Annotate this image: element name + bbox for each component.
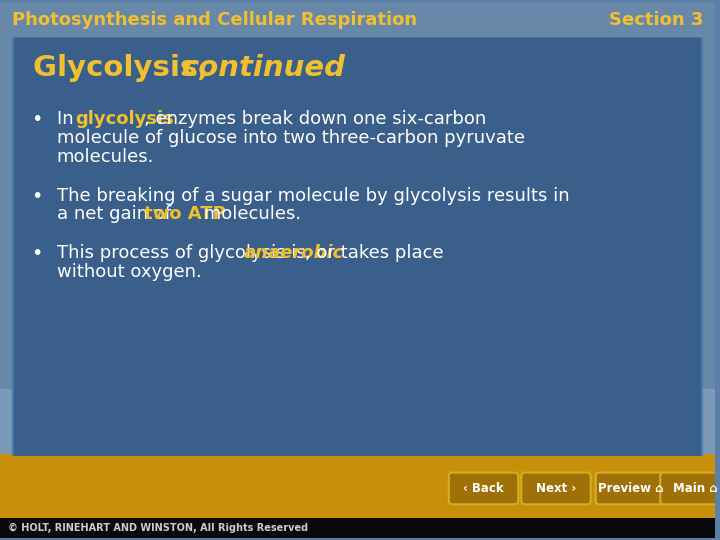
Text: Section 3: Section 3 [608,11,703,29]
Text: •: • [31,187,42,206]
Bar [0,518,715,538]
Text: Main ⌂: Main ⌂ [672,482,717,495]
FancyBboxPatch shape [13,37,702,458]
Bar [0,456,715,518]
Text: without oxygen.: without oxygen. [57,263,202,281]
Text: Preview ⌂: Preview ⌂ [598,482,663,495]
Bar [0,518,715,538]
Text: In: In [57,110,79,128]
Text: •: • [31,244,42,263]
Text: •: • [31,110,42,129]
Text: two ATP: two ATP [144,205,226,224]
Bar [0,2,715,37]
Text: molecule of glucose into two three-carbon pyruvate: molecule of glucose into two three-carbo… [57,129,525,147]
Text: continued: continued [181,55,346,83]
FancyBboxPatch shape [449,472,518,504]
FancyBboxPatch shape [660,472,720,504]
Text: , enzymes break down one six-carbon: , enzymes break down one six-carbon [144,110,486,128]
Text: a net gain of: a net gain of [57,205,176,224]
Text: Next ›: Next › [536,482,576,495]
FancyBboxPatch shape [595,472,665,504]
Text: ‹ Back: ‹ Back [463,482,504,495]
Text: anaerobic: anaerobic [243,244,343,262]
Text: © HOLT, RINEHART AND WINSTON, All Rights Reserved: © HOLT, RINEHART AND WINSTON, All Rights… [8,523,308,533]
Text: molecules.: molecules. [57,148,154,166]
Text: molecules.: molecules. [197,205,301,224]
Text: The breaking of a sugar molecule by glycolysis results in: The breaking of a sugar molecule by glyc… [57,187,570,205]
Text: , or takes place: , or takes place [305,244,444,262]
Bar [0,454,715,538]
Text: Glycolysis,: Glycolysis, [33,55,218,83]
Bar [0,389,715,478]
Text: This process of glycolysis is: This process of glycolysis is [57,244,311,262]
Text: glycolysis: glycolysis [76,110,174,128]
FancyBboxPatch shape [521,472,591,504]
Text: Photosynthesis and Cellular Respiration: Photosynthesis and Cellular Respiration [12,11,417,29]
